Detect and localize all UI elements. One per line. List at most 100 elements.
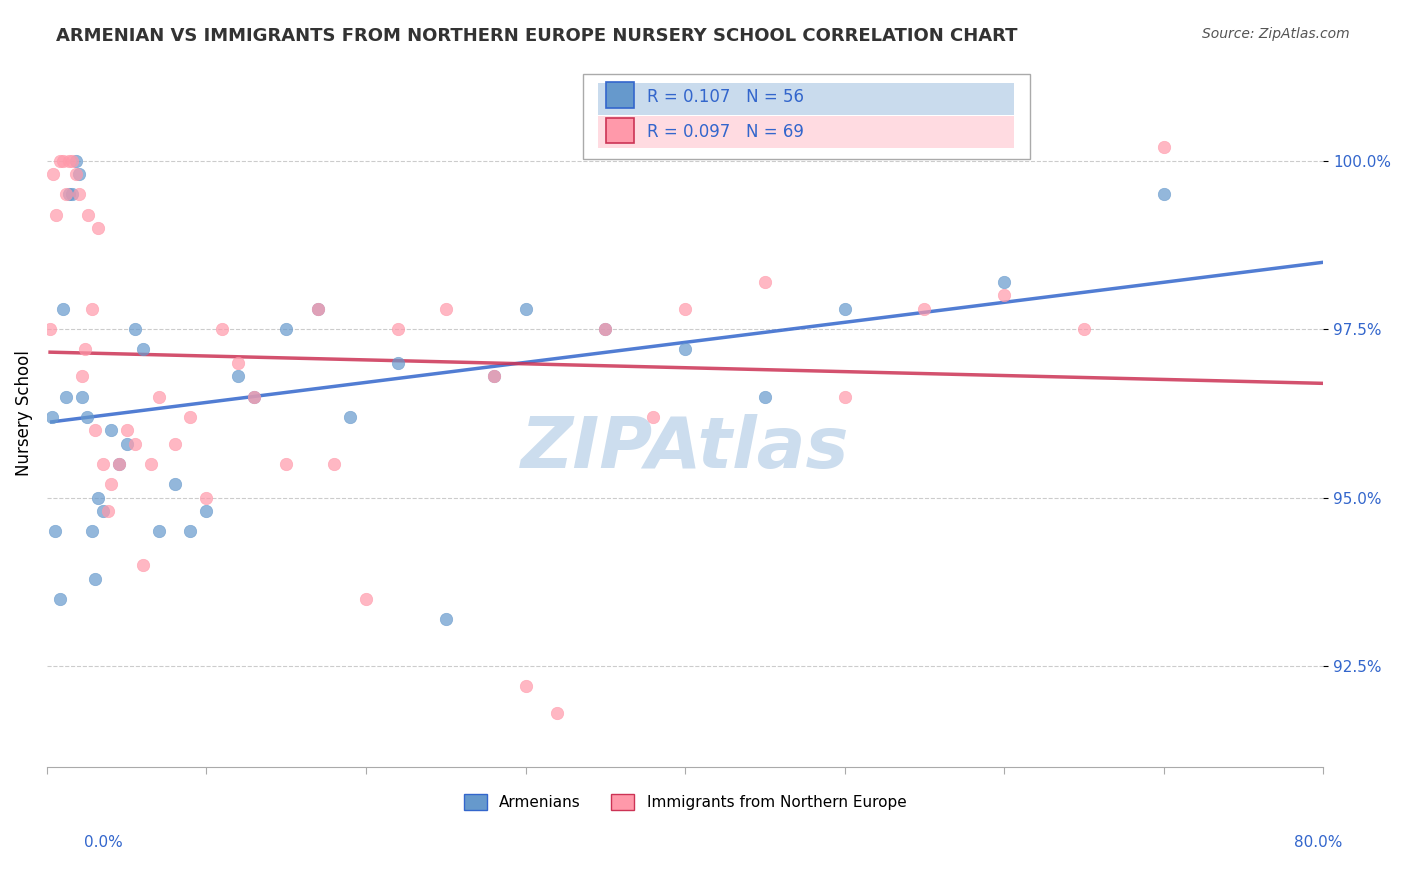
Point [107, 457, 129, 471]
Point [243, 390, 266, 404]
Point [595, 322, 617, 336]
Point [339, 409, 361, 424]
Point [131, 558, 153, 572]
Point [87, 221, 110, 235]
Point [65, 153, 87, 168]
Point [58, 153, 80, 168]
Point [1153, 187, 1175, 202]
Point [96, 504, 118, 518]
Point [434, 612, 457, 626]
Point [993, 275, 1015, 289]
Point [45, 208, 67, 222]
Legend: Armenians, Immigrants from Northern Europe: Armenians, Immigrants from Northern Euro… [458, 788, 912, 816]
Point [754, 275, 776, 289]
Point [482, 369, 505, 384]
FancyBboxPatch shape [599, 116, 1014, 148]
Point [546, 706, 568, 721]
Point [228, 369, 250, 384]
Point [1073, 322, 1095, 336]
Text: ZIPAtlas: ZIPAtlas [520, 414, 849, 483]
Point [139, 457, 162, 471]
FancyBboxPatch shape [606, 82, 634, 108]
Point [77, 208, 100, 222]
Point [76, 409, 98, 424]
Point [62, 153, 84, 168]
Point [70, 390, 93, 404]
Point [834, 301, 856, 316]
Point [211, 322, 233, 336]
Point [148, 524, 170, 539]
Point [62, 187, 84, 202]
Point [70, 369, 93, 384]
Point [387, 322, 409, 336]
Point [307, 301, 329, 316]
Point [124, 322, 146, 336]
Point [515, 301, 537, 316]
Point [243, 390, 266, 404]
Point [307, 301, 329, 316]
Y-axis label: Nursery School: Nursery School [15, 351, 32, 476]
Point [39, 322, 62, 336]
Point [42, 167, 65, 181]
Point [515, 679, 537, 693]
Point [643, 409, 665, 424]
FancyBboxPatch shape [606, 118, 634, 143]
Point [354, 591, 377, 606]
Point [195, 491, 218, 505]
Point [91, 457, 114, 471]
FancyBboxPatch shape [599, 83, 1014, 115]
Text: Source: ZipAtlas.com: Source: ZipAtlas.com [1202, 27, 1350, 41]
Point [276, 457, 298, 471]
Point [48, 153, 70, 168]
Point [52, 153, 75, 168]
Point [75, 343, 97, 357]
Point [87, 491, 110, 505]
Point [1153, 140, 1175, 154]
Point [673, 343, 696, 357]
Point [83, 572, 105, 586]
Point [67, 187, 90, 202]
Point [80, 524, 103, 539]
Point [80, 301, 103, 316]
Point [754, 390, 776, 404]
Point [148, 390, 170, 404]
Point [163, 436, 186, 450]
Point [115, 436, 138, 450]
Text: R = 0.107   N = 56: R = 0.107 N = 56 [647, 88, 804, 106]
Point [48, 591, 70, 606]
Point [115, 423, 138, 437]
Point [58, 187, 80, 202]
Point [55, 187, 77, 202]
Point [434, 301, 457, 316]
Point [163, 477, 186, 491]
Point [228, 356, 250, 370]
Text: 80.0%: 80.0% [1295, 836, 1343, 850]
Point [834, 390, 856, 404]
Point [912, 301, 935, 316]
Point [41, 409, 63, 424]
Text: 0.0%: 0.0% [84, 836, 124, 850]
Text: R = 0.097   N = 69: R = 0.097 N = 69 [647, 123, 804, 141]
Text: ARMENIAN VS IMMIGRANTS FROM NORTHERN EUROPE NURSERY SCHOOL CORRELATION CHART: ARMENIAN VS IMMIGRANTS FROM NORTHERN EUR… [56, 27, 1018, 45]
Point [65, 167, 87, 181]
Point [55, 390, 77, 404]
Point [91, 504, 114, 518]
Point [179, 524, 201, 539]
Point [100, 423, 122, 437]
Point [595, 322, 617, 336]
Point [52, 301, 75, 316]
Point [387, 356, 409, 370]
Point [131, 343, 153, 357]
Point [124, 436, 146, 450]
Point [67, 167, 90, 181]
Point [195, 504, 218, 518]
Point [83, 423, 105, 437]
Point [323, 457, 346, 471]
Point [100, 477, 122, 491]
Point [107, 457, 129, 471]
FancyBboxPatch shape [583, 74, 1029, 159]
Point [44, 524, 66, 539]
Point [179, 409, 201, 424]
Point [993, 288, 1015, 302]
Point [673, 301, 696, 316]
